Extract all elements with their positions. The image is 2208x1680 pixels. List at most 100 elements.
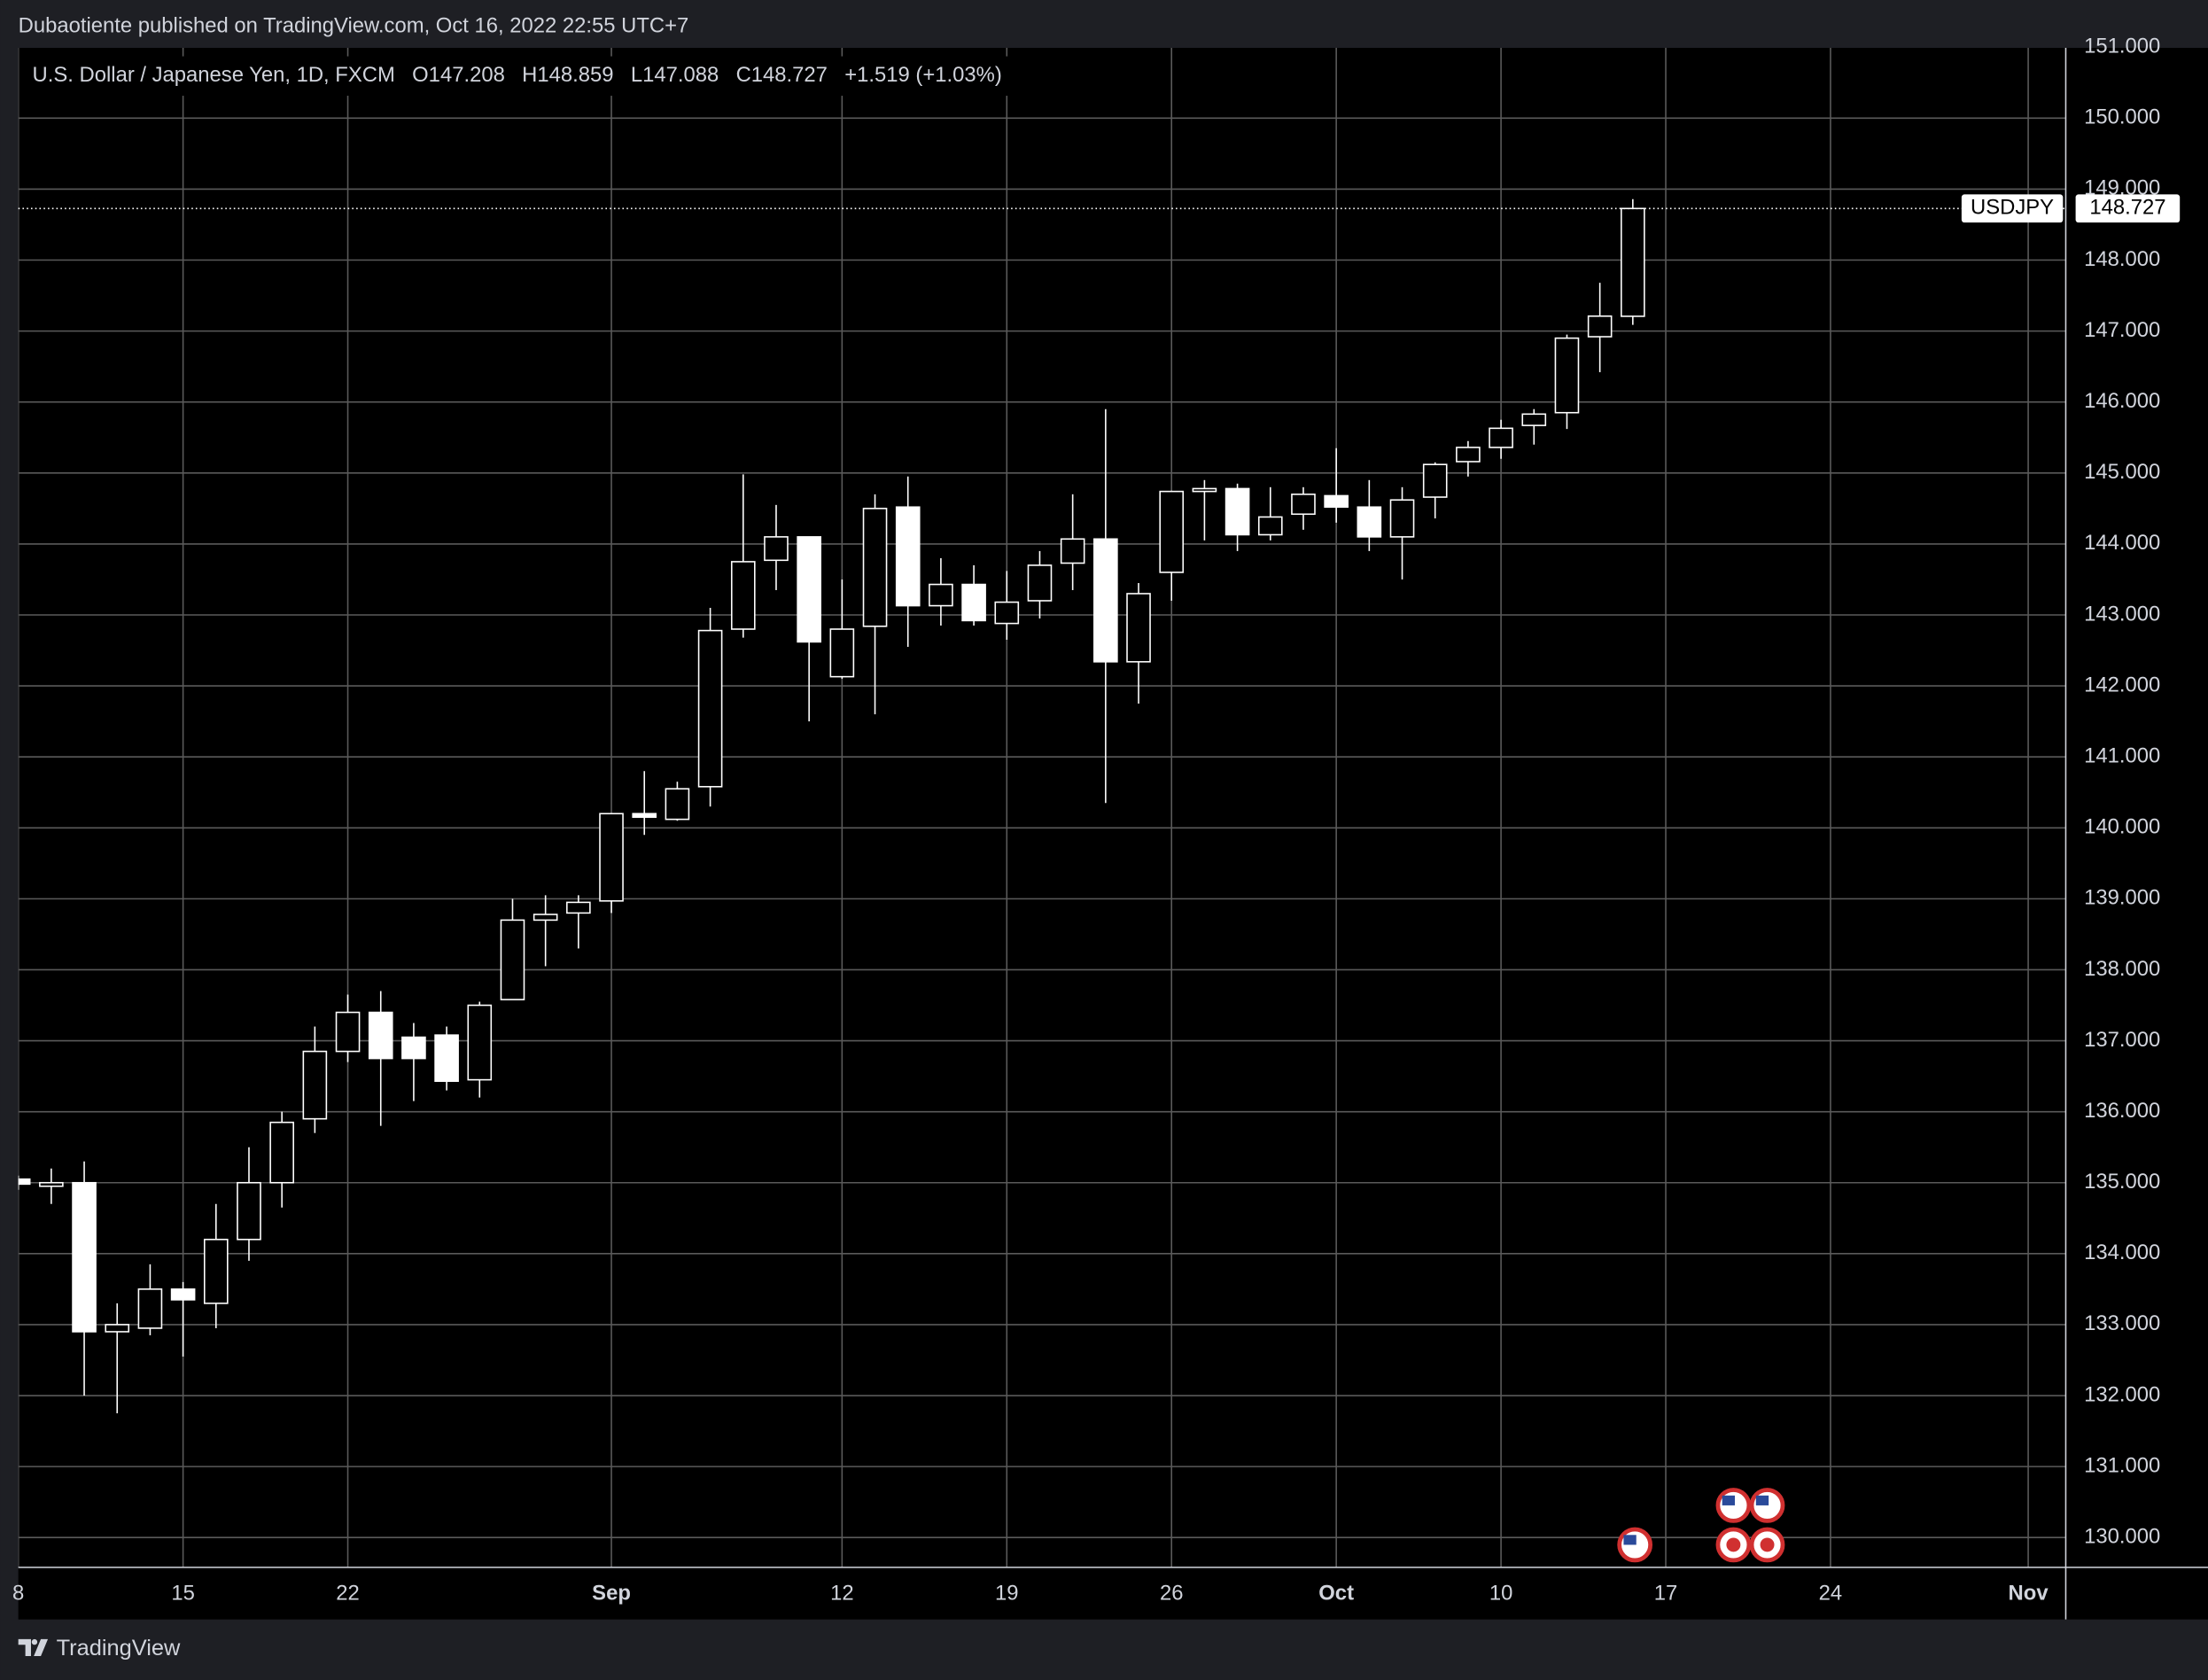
candle-body (1621, 207, 1645, 317)
x-tick-label: 8 (12, 1581, 24, 1605)
candle-body (566, 901, 591, 914)
candle-body (1257, 516, 1283, 536)
candle-body (1324, 494, 1349, 509)
candle-body (39, 1181, 64, 1187)
y-tick-label: 136.000 (2084, 1099, 2160, 1123)
candle-body (1225, 487, 1250, 536)
y-tick-label: 139.000 (2084, 886, 2160, 910)
candle-body (1489, 427, 1513, 448)
candle-body (632, 813, 657, 819)
candle-body (929, 583, 953, 607)
candle-body (665, 788, 690, 821)
legend-low: L147.088 (631, 63, 719, 87)
legend-high: H148.859 (522, 63, 613, 87)
candle-body (994, 601, 1020, 625)
candle-body (1093, 538, 1118, 663)
candle-body (302, 1050, 328, 1120)
candles (18, 198, 1645, 1414)
candle-body (599, 813, 624, 902)
x-tick-label: 26 (1160, 1581, 1184, 1605)
legend-background (25, 56, 1012, 97)
candle-body (533, 914, 558, 922)
footer-logo (18, 1638, 49, 1656)
y-tick-label: 133.000 (2084, 1311, 2160, 1335)
candle-body (697, 629, 723, 788)
candle-body (467, 1004, 493, 1081)
legend: U.S. Dollar / Japanese Yen, 1D, FXCM O14… (33, 63, 1002, 87)
candle-body (72, 1181, 97, 1333)
candle-body (170, 1288, 196, 1301)
x-tick-label: 17 (1654, 1581, 1678, 1605)
candle-body (1291, 494, 1316, 516)
legend-open: O147.208 (412, 63, 505, 87)
footer-brand: TradingView (57, 1636, 181, 1661)
y-tick-label: 147.000 (2084, 318, 2160, 342)
y-tick-label: 141.000 (2084, 743, 2160, 767)
y-tick-label: 132.000 (2084, 1382, 2160, 1406)
symbol-label: USDJPY (1971, 196, 2054, 220)
candle-body (105, 1324, 130, 1333)
y-tick-label: 150.000 (2084, 105, 2160, 129)
x-tick-label: 15 (171, 1581, 195, 1605)
legend-symbol: U.S. Dollar / Japanese Yen, 1D, FXCM (33, 63, 395, 87)
candle-body (137, 1288, 163, 1329)
flag-canton (1755, 1495, 1769, 1505)
candle-body (1126, 593, 1151, 663)
x-tick-label: 22 (336, 1581, 360, 1605)
y-tick-label: 140.000 (2084, 815, 2160, 839)
x-tick-label: Nov (2009, 1581, 2049, 1605)
candle-body (1060, 538, 1085, 564)
candle-body (368, 1011, 393, 1060)
plot-background (18, 48, 2208, 1620)
candle-body (1422, 463, 1448, 498)
flag-canton (1623, 1535, 1637, 1545)
grid (18, 48, 2066, 1567)
y-tick-label: 134.000 (2084, 1241, 2160, 1264)
published-line: Dubaotiente published on TradingView.com… (19, 13, 689, 37)
candle-body (1554, 337, 1580, 414)
candle-body (1192, 487, 1217, 493)
y-tick-label: 143.000 (2084, 602, 2160, 626)
candle-body (1159, 490, 1185, 573)
candle-body (335, 1011, 361, 1053)
candle-body (961, 583, 986, 622)
candle-body (1587, 315, 1613, 338)
y-tick-label: 135.000 (2084, 1170, 2160, 1194)
candle-body (797, 536, 821, 643)
last-price-box (2075, 194, 2181, 223)
y-tick-label: 151.000 (2084, 35, 2160, 58)
y-tick-label: 144.000 (2084, 531, 2160, 555)
event-icons (1617, 1488, 1785, 1563)
y-tick-label: 142.000 (2084, 673, 2160, 696)
y-tick-label: 131.000 (2084, 1453, 2160, 1477)
x-tick-label: Sep (592, 1581, 631, 1605)
candle-body (18, 1178, 31, 1186)
candle-body (1357, 506, 1382, 538)
event-icon-dot (1760, 1537, 1775, 1552)
x-tick-label: 19 (995, 1581, 1019, 1605)
candle-body (730, 561, 756, 630)
y-tick-label: 148.000 (2084, 247, 2160, 271)
flag-canton (1722, 1495, 1735, 1505)
event-icon-dot (1726, 1537, 1741, 1552)
y-tick-label: 137.000 (2084, 1028, 2160, 1052)
candle-body (237, 1181, 261, 1241)
candle-body (1389, 499, 1415, 538)
candle-body (895, 506, 921, 607)
x-tick-label: 12 (830, 1581, 854, 1605)
candle-body (401, 1036, 426, 1060)
candle-body (1027, 564, 1053, 602)
candle-body (1456, 447, 1481, 463)
candle-body (1521, 413, 1547, 426)
candle-body (500, 919, 525, 1000)
candle-body (862, 508, 888, 627)
candle-body (434, 1034, 459, 1083)
candle-body (764, 536, 789, 562)
last-price-label: 148.727 (2089, 196, 2165, 220)
candle-body (269, 1121, 294, 1184)
legend-close: C148.727 (736, 63, 828, 87)
y-tick-label: 146.000 (2084, 389, 2160, 413)
x-tick-label: 24 (1819, 1581, 1843, 1605)
